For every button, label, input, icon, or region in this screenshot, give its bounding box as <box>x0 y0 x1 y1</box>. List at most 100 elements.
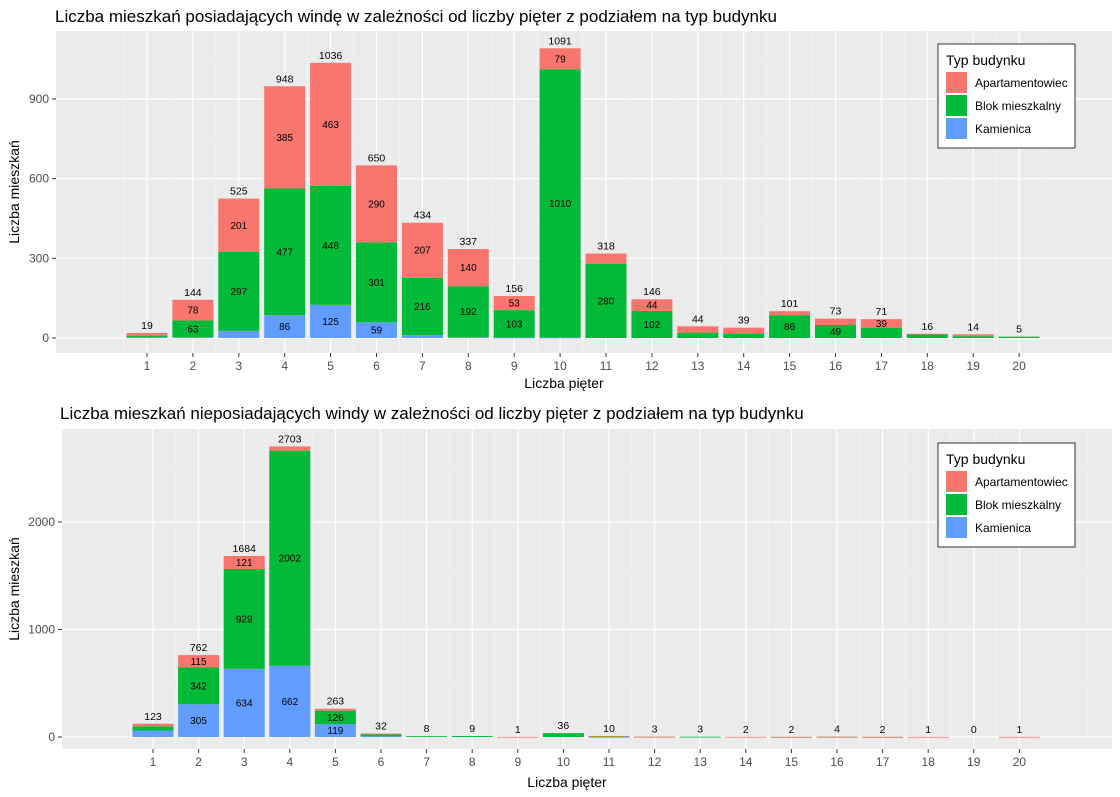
bar-segment-kamienica <box>269 665 311 737</box>
segment-label: 115 <box>191 657 207 668</box>
x-tick-label: 2 <box>195 755 202 769</box>
legend-swatch <box>946 95 967 116</box>
bar-segment-blok-mieszkalny <box>126 335 168 338</box>
bar-segment-kamienica <box>401 335 443 338</box>
x-tick-label: 14 <box>739 755 753 769</box>
bar-total-label: 1 <box>1016 724 1022 736</box>
bar-segment-blok-mieszkalny <box>360 734 402 737</box>
bar-total-label: 16 <box>921 321 933 333</box>
bar-total-label: 1684 <box>233 543 257 555</box>
x-tick-label: 13 <box>691 359 705 373</box>
bar-segment-apartamentowiec <box>770 736 812 738</box>
segment-label: 49 <box>830 327 842 338</box>
bar-segment-blok-mieszkalny <box>451 736 493 737</box>
segment-label: 662 <box>281 697 298 708</box>
bar-segment-blok-mieszkalny <box>178 667 220 705</box>
bar-segment-kamienica <box>223 668 265 737</box>
x-tick-label: 5 <box>332 755 339 769</box>
x-tick-label: 5 <box>327 359 334 373</box>
x-tick-label: 12 <box>648 755 662 769</box>
bar-segment-kamienica <box>218 330 260 338</box>
x-tick-label: 4 <box>286 755 293 769</box>
bar-segment-apartamentowiec <box>269 446 311 451</box>
bar-segment-apartamentowiec <box>401 222 443 278</box>
bar-segment-kamienica <box>314 724 356 737</box>
bar-segment-apartamentowiec <box>218 198 260 252</box>
bar-segment-blok-mieszkalny <box>356 242 397 323</box>
x-tick-label: 10 <box>553 359 567 373</box>
x-tick-label: 20 <box>1013 755 1027 769</box>
segment-label: 477 <box>276 247 293 258</box>
x-tick-label: 13 <box>694 755 708 769</box>
segment-label: 216 <box>414 302 431 313</box>
segment-label: 119 <box>327 726 343 737</box>
bar-segment-blok-mieszkalny <box>585 263 627 338</box>
x-tick-label: 3 <box>235 359 242 373</box>
chart-1: Liczba mieszkań posiadających windę w za… <box>6 7 1112 391</box>
legend-entry: Kamienica <box>975 122 1031 136</box>
segment-label: 103 <box>506 319 523 330</box>
bar-segment-kamienica <box>447 337 489 339</box>
segment-label: 342 <box>190 681 207 692</box>
x-tick-label: 15 <box>785 755 799 769</box>
segment-label: 79 <box>555 54 567 65</box>
bar-segment-apartamentowiec <box>497 736 539 738</box>
segment-label: 1010 <box>549 199 572 210</box>
segment-label: 207 <box>414 246 431 257</box>
segment-label: 634 <box>236 698 253 709</box>
bar-total-label: 2 <box>788 724 794 736</box>
bar-segment-apartamentowiec <box>631 299 673 311</box>
segment-label: 78 <box>187 306 199 317</box>
bar-total-label: 2 <box>880 724 886 736</box>
bar-segment-blok-mieszkalny <box>223 568 265 669</box>
bar-segment-blok-mieszkalny <box>310 185 352 305</box>
legend-title: Typ budynku <box>946 451 1025 467</box>
segment-label: 448 <box>322 241 339 252</box>
bar-total-label: 156 <box>505 283 523 295</box>
bar-total-label: 73 <box>830 306 842 318</box>
bar-segment-blok-mieszkalny <box>769 315 811 338</box>
bar-segment-blok-mieszkalny <box>998 336 1040 338</box>
x-tick-label: 19 <box>967 755 981 769</box>
bar-segment-blok-mieszkalny <box>269 450 311 666</box>
bar-segment-apartamentowiec <box>310 62 352 186</box>
segment-label: 86 <box>279 322 291 333</box>
bar-segment-apartamentowiec <box>588 735 630 737</box>
bar-segment-apartamentowiec <box>178 655 220 668</box>
legend-title: Typ budynku <box>946 52 1025 68</box>
bar-segment-blok-mieszkalny <box>631 310 673 338</box>
x-axis-title: Liczba pięter <box>524 375 604 391</box>
legend-entry: Blok mieszkalny <box>975 99 1061 113</box>
y-tick-label: 0 <box>42 331 49 345</box>
x-tick-label: 19 <box>967 359 981 373</box>
bar-segment-blok-mieszkalny <box>906 334 948 338</box>
bar-total-label: 1 <box>925 724 931 736</box>
segment-label: 463 <box>322 120 339 131</box>
x-tick-label: 20 <box>1012 359 1026 373</box>
bar-total-label: 2 <box>743 724 749 736</box>
segment-label: 140 <box>460 263 477 274</box>
x-tick-label: 2 <box>190 359 197 373</box>
bar-segment-kamienica <box>178 704 220 737</box>
x-tick-label: 1 <box>150 755 157 769</box>
legend-entry: Kamienica <box>975 521 1031 535</box>
x-tick-label: 12 <box>645 359 659 373</box>
bar-total-label: 3 <box>697 724 703 736</box>
bar-segment-apartamentowiec <box>132 723 174 727</box>
bar-segment-blok-mieszkalny <box>132 726 174 731</box>
bar-total-label: 9 <box>469 723 475 735</box>
segment-label: 305 <box>190 716 207 727</box>
bar-segment-blok-mieszkalny <box>539 69 581 338</box>
bar-total-label: 1036 <box>319 50 343 62</box>
legend-swatch <box>946 494 967 515</box>
bar-segment-blok-mieszkalny <box>264 188 306 316</box>
bar-segment-blok-mieszkalny <box>447 286 489 338</box>
bar-segment-kamienica <box>132 730 174 737</box>
segment-label: 102 <box>644 320 661 331</box>
segment-label: 297 <box>230 287 247 298</box>
segment-label: 53 <box>509 299 521 310</box>
x-tick-label: 1 <box>144 359 151 373</box>
bar-total-label: 434 <box>414 210 432 222</box>
bar-segment-blok-mieszkalny <box>401 277 443 336</box>
bars: 19 63 78 144 297 201 525 86 477 385 948 125 448 463 10… <box>126 35 1040 339</box>
